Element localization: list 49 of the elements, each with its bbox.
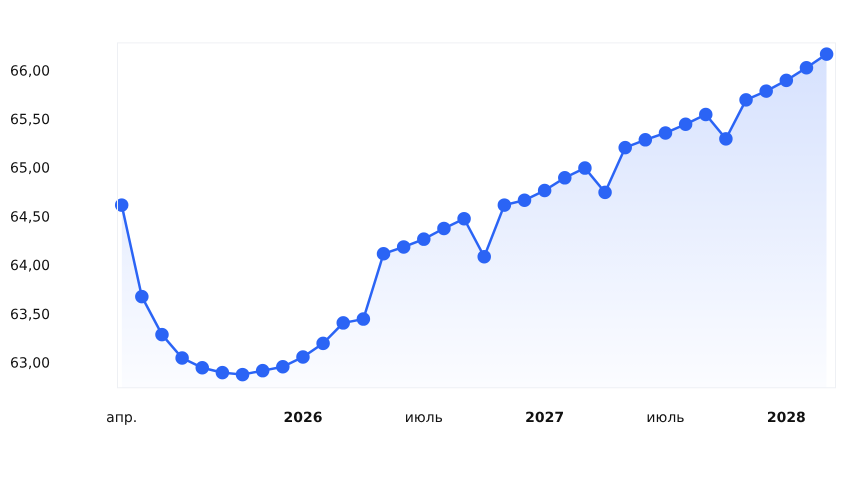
x-tick-label: апр.	[106, 410, 138, 426]
point	[518, 193, 532, 207]
point	[538, 184, 552, 198]
point	[578, 161, 592, 175]
point	[417, 232, 431, 246]
point	[820, 47, 834, 61]
point	[336, 316, 350, 330]
point	[396, 240, 410, 254]
point	[376, 247, 390, 261]
point	[135, 290, 149, 304]
point	[498, 198, 512, 212]
point	[699, 108, 713, 122]
point	[256, 364, 270, 378]
y-tick-label: 64,50	[10, 209, 50, 226]
point	[155, 328, 169, 342]
point	[780, 74, 794, 88]
y-tick-label: 66,00	[10, 63, 50, 80]
point	[719, 132, 733, 146]
point	[800, 60, 814, 74]
point	[316, 336, 330, 350]
point	[618, 140, 632, 154]
point	[196, 360, 210, 374]
y-tick-label: 64,00	[10, 258, 50, 274]
y-tick-label: 63,50	[10, 306, 50, 323]
point	[437, 222, 451, 236]
point	[114, 198, 128, 212]
point	[236, 368, 250, 382]
point	[276, 360, 290, 374]
y-tick-label: 65,50	[10, 112, 50, 128]
x-tick-label: 2027	[525, 410, 564, 426]
point	[678, 117, 692, 131]
point	[759, 84, 773, 98]
point	[638, 133, 652, 147]
point	[175, 351, 189, 365]
point	[356, 312, 370, 326]
point	[216, 366, 230, 380]
x-tick-label: 2026	[283, 410, 322, 426]
x-tick-label: июль	[646, 410, 685, 426]
point	[739, 93, 753, 107]
point	[477, 250, 491, 264]
y-tick-label: 65,00	[10, 160, 50, 177]
point	[296, 350, 310, 364]
x-tick-label: 2028	[766, 410, 806, 426]
point	[598, 186, 612, 200]
x-tick-label: июль	[404, 410, 443, 426]
y-tick-label: 63,00	[10, 355, 50, 372]
point	[558, 171, 572, 185]
point	[658, 126, 672, 140]
point	[457, 212, 471, 226]
